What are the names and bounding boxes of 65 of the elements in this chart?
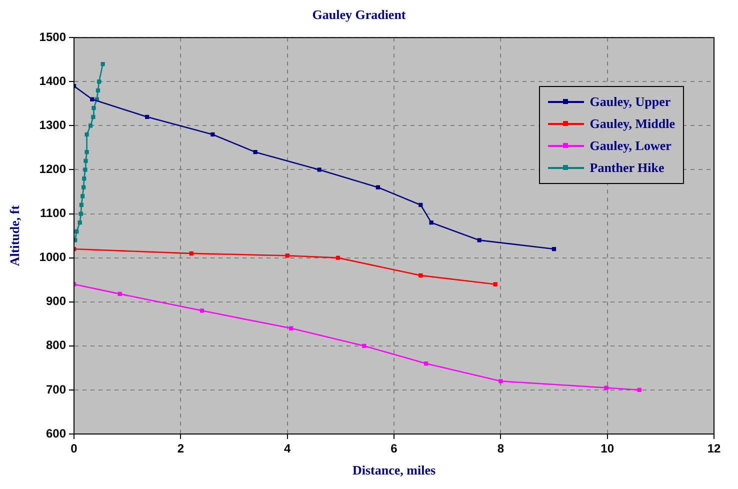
point <box>189 251 194 256</box>
point <box>498 379 503 384</box>
y-tick-label: 1300 <box>39 118 66 132</box>
x-tick-label: 4 <box>284 442 291 456</box>
point <box>253 150 258 154</box>
x-tick-label: 8 <box>497 442 504 456</box>
y-tick-label: 1100 <box>40 206 66 220</box>
point <box>84 150 89 154</box>
point <box>493 282 498 286</box>
y-tick-label: 700 <box>46 382 66 396</box>
point <box>90 97 94 102</box>
point <box>78 220 82 225</box>
point <box>336 256 340 260</box>
point <box>145 114 150 119</box>
point <box>84 132 89 137</box>
point <box>92 106 96 110</box>
point <box>376 185 380 190</box>
point <box>82 185 86 190</box>
point <box>637 388 642 392</box>
point <box>429 220 434 225</box>
point <box>79 202 84 208</box>
point <box>418 273 423 278</box>
chart-title: Gauley Gradient <box>312 7 406 22</box>
point <box>210 132 215 137</box>
legend-label: Gauley, Upper <box>590 94 671 110</box>
point <box>74 229 79 234</box>
x-tick-label: 12 <box>707 442 721 456</box>
point <box>477 238 482 242</box>
y-tick-label: 1200 <box>39 162 66 176</box>
point <box>604 386 608 390</box>
point <box>424 361 428 366</box>
point <box>83 168 88 172</box>
y-tick-label: 1500 <box>39 30 66 44</box>
point <box>418 202 423 208</box>
point <box>74 238 78 242</box>
y-tick-label: 600 <box>46 426 66 440</box>
x-tick-label: 2 <box>177 442 184 456</box>
point <box>552 246 556 252</box>
point <box>96 88 100 93</box>
point <box>97 80 102 84</box>
point <box>100 62 105 66</box>
point <box>78 212 83 216</box>
point <box>317 168 322 172</box>
legend-label: Gauley, Lower <box>590 138 672 154</box>
y-tick-label: 1400 <box>39 74 66 88</box>
y-tick-label: 900 <box>46 294 66 308</box>
x-tick-label: 0 <box>70 442 78 456</box>
point <box>285 254 290 258</box>
point <box>80 194 85 198</box>
point <box>118 292 122 296</box>
point <box>84 158 88 163</box>
point <box>362 344 366 348</box>
x-axis-title: Distance, miles <box>352 462 436 478</box>
x-tick-label: 6 <box>390 442 398 456</box>
point <box>91 114 96 119</box>
point <box>88 124 93 128</box>
point <box>289 326 294 330</box>
y-axis-title: Altitude, ft <box>7 204 22 266</box>
y-tick-label: 800 <box>46 338 66 352</box>
point <box>200 308 204 313</box>
legend-label: Panther Hike <box>590 160 664 176</box>
legend-label: Gauley, Middle <box>590 116 675 132</box>
point <box>82 176 86 181</box>
y-tick-label: 1000 <box>39 250 66 264</box>
x-tick-label: 10 <box>600 442 614 456</box>
